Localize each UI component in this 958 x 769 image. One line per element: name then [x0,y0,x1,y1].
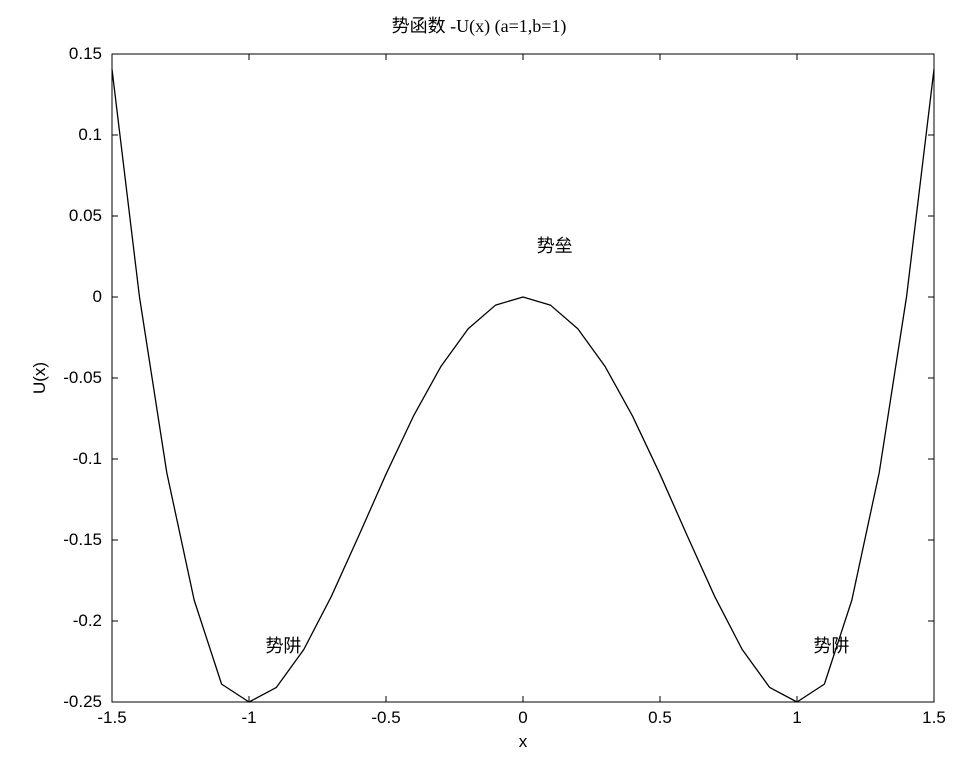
y-tick-label: 0.15 [69,44,102,64]
x-tick-label: 0.5 [648,708,672,728]
x-tick-label: 1 [792,708,801,728]
chart-annotation: 势阱 [813,632,849,658]
y-tick-label: -0.1 [73,449,102,469]
y-tick-label: -0.25 [63,692,102,712]
y-tick-label: -0.2 [73,611,102,631]
y-tick-label: 0.1 [78,125,102,145]
x-tick-label: -0.5 [371,708,400,728]
y-axis-label: U(x) [30,362,50,394]
figure: 势函数 -U(x) (a=1,b=1) -1.5-1-0.500.511.5 -… [0,0,958,769]
x-tick-label: 1.5 [922,708,946,728]
y-tick-label: -0.05 [63,368,102,388]
x-tick-label: 0 [518,708,527,728]
x-tick-label: -1 [241,708,256,728]
y-tick-label: 0 [93,287,102,307]
y-tick-label: -0.15 [63,530,102,550]
chart-annotation: 势垒 [537,232,573,258]
y-tick-label: 0.05 [69,206,102,226]
x-axis-label: x [519,732,528,752]
chart-annotation: 势阱 [265,632,301,658]
